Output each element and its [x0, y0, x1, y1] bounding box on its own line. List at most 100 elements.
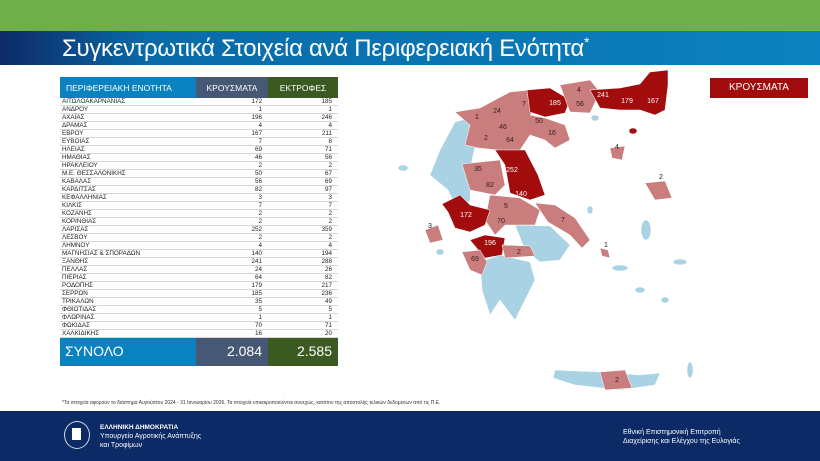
map-label: 1	[604, 242, 608, 249]
cell-farms: 71	[268, 145, 338, 154]
cell-region: ΚΑΡΔΙΤΣΑΣ	[60, 185, 196, 194]
cell-cases: 64	[196, 273, 268, 282]
cell-farms: 288	[268, 257, 338, 266]
table-row: ΦΘΙΩΤΙΔΑΣ 5 5	[60, 305, 338, 314]
cell-cases: 1	[196, 105, 268, 114]
cell-region: ΛΑΡΙΣΑΣ	[60, 225, 196, 234]
map-label: 2	[517, 249, 521, 256]
table-row: ΜΑΓΝΗΣΙΑΣ & ΣΠΟΡΑΔΩΝ 140 194	[60, 249, 338, 258]
cell-cases: 179	[196, 281, 268, 290]
committee-name: Εθνική Επιστημονική Επιτροπή Διαχείρισης …	[623, 429, 740, 445]
cell-region: ΣΕΡΡΩΝ	[60, 289, 196, 298]
cell-cases: 50	[196, 169, 268, 178]
map-label: 167	[647, 98, 659, 105]
cell-cases: 241	[196, 257, 268, 266]
cell-farms: 56	[268, 153, 338, 162]
cell-farms: 217	[268, 281, 338, 290]
map-label: 50	[535, 118, 543, 125]
map-label: 185	[549, 100, 561, 107]
table-row: ΠΙΕΡΙΑΣ 64 82	[60, 273, 338, 282]
total-label: ΣΥΝΟΛΟ	[60, 337, 196, 366]
cell-region: ΧΑΛΚΙΔΙΚΗΣ	[60, 329, 196, 338]
page-title: Συγκεντρωτικά Στοιχεία ανά Περιφερειακή …	[62, 34, 590, 62]
map-label: 56	[576, 101, 584, 108]
cell-cases: 70	[196, 321, 268, 330]
cell-farms: 26	[268, 265, 338, 274]
table-row: ΕΒΡΟΥ 167 211	[60, 129, 338, 138]
cell-region: ΛΗΜΝΟΥ	[60, 241, 196, 250]
table-row: ΦΛΩΡΙΝΑΣ 1 1	[60, 313, 338, 322]
map-label: 252	[506, 167, 518, 174]
cell-cases: 185	[196, 289, 268, 298]
table-row: ΡΟΔΟΠΗΣ 179 217	[60, 281, 338, 290]
cell-farms: 2	[268, 217, 338, 226]
cell-farms: 185	[268, 98, 338, 106]
map-label: 2	[615, 377, 619, 384]
map-label: 179	[621, 98, 633, 105]
cell-region: ΜΑΓΝΗΣΙΑΣ & ΣΠΟΡΑΔΩΝ	[60, 249, 196, 258]
cell-cases: 5	[196, 305, 268, 314]
map-label: 2	[484, 135, 488, 142]
map-label: 4	[615, 144, 619, 151]
map-label: 7	[561, 217, 565, 224]
table-row: ΑΧΑΪΑΣ 196 246	[60, 113, 338, 122]
table-row: ΗΡΑΚΛΕΙΟΥ 2 2	[60, 161, 338, 170]
cell-region: ΞΑΝΘΗΣ	[60, 257, 196, 266]
cell-region: ΑΝΔΡΟΥ	[60, 105, 196, 114]
cell-region: ΠΕΛΛΑΣ	[60, 265, 196, 274]
cell-farms: 194	[268, 249, 338, 258]
cell-cases: 172	[196, 98, 268, 106]
map-label: 1	[475, 114, 479, 121]
table-row: ΞΑΝΘΗΣ 241 288	[60, 257, 338, 266]
cell-region: ΚΙΛΚΙΣ	[60, 201, 196, 210]
map-legend: ΚΡΟΥΣΜΑΤΑ	[710, 78, 808, 98]
cell-farms: 359	[268, 225, 338, 234]
table-row: ΛΑΡΙΣΑΣ 252 359	[60, 225, 338, 234]
map-label: 16	[548, 130, 556, 137]
table-row: ΚΑΡΔΙΤΣΑΣ 82 97	[60, 185, 338, 194]
cell-cases: 7	[196, 137, 268, 146]
total-farms: 2.585	[268, 337, 338, 366]
cell-region: ΚΟΖΑΝΗΣ	[60, 209, 196, 218]
cell-region: ΗΛΕΙΑΣ	[60, 145, 196, 154]
map-label: 172	[460, 212, 472, 219]
table-row: ΤΡΙΚΑΛΩΝ 35 49	[60, 297, 338, 306]
cell-farms: 2	[268, 161, 338, 170]
cell-farms: 82	[268, 273, 338, 282]
cell-region: ΦΛΩΡΙΝΑΣ	[60, 313, 196, 322]
peloponnese	[479, 254, 536, 321]
cell-region: ΔΡΑΜΑΣ	[60, 121, 196, 130]
table-row: ΗΜΑΘΙΑΣ 46 56	[60, 153, 338, 162]
total-cases: 2.084	[196, 337, 268, 366]
map-label: 70	[497, 218, 505, 225]
map-label: 46	[499, 124, 507, 131]
regional-table: ΠΕΡΙΦΕΡΕΙΑΚΗ ΕΝΟΤΗΤΑ ΚΡΟΥΣΜΑΤΑ ΕΚΤΡΟΦΕΣ …	[60, 77, 338, 366]
cell-cases: 2	[196, 161, 268, 170]
cell-farms: 3	[268, 193, 338, 202]
cell-cases: 4	[196, 241, 268, 250]
footer: ΕΛΛΗΝΙΚΗ ΔΗΜΟΚΡΑΤΙΑ Υπουργείο Αγροτικής Α…	[0, 411, 820, 461]
cell-region: ΚΕΦΑΛΛΗΝΙΑΣ	[60, 193, 196, 202]
cell-cases: 69	[196, 145, 268, 154]
table-row: ΧΑΛΚΙΔΙΚΗΣ 16 20	[60, 329, 338, 338]
map-label: 69	[471, 256, 479, 263]
cell-cases: 2	[196, 233, 268, 242]
table-row: ΑΙΤΩΛΟΑΚΑΡΝΑΝΙΑΣ 172 185	[60, 98, 338, 106]
cell-cases: 2	[196, 209, 268, 218]
cell-region: Μ.Ε. ΘΕΣΣΑΛΟΝΙΚΗΣ	[60, 169, 196, 178]
table-row: ΚΟΖΑΝΗΣ 2 2	[60, 209, 338, 218]
top-band	[0, 0, 820, 31]
title-band: Συγκεντρωτικά Στοιχεία ανά Περιφερειακή …	[0, 31, 820, 65]
cell-region: ΡΟΔΟΠΗΣ	[60, 281, 196, 290]
cell-farms: 4	[268, 241, 338, 250]
cell-cases: 7	[196, 201, 268, 210]
col-region: ΠΕΡΙΦΕΡΕΙΑΚΗ ΕΝΟΤΗΤΑ	[60, 77, 196, 98]
cell-farms: 49	[268, 297, 338, 306]
table-row: ΕΥΒΟΙΑΣ 7 8	[60, 137, 338, 146]
map-label: 5	[504, 203, 508, 210]
table-row: ΛΕΣΒΟΥ 2 2	[60, 233, 338, 242]
cell-farms: 246	[268, 113, 338, 122]
map-label: 82	[486, 182, 494, 189]
cell-farms: 211	[268, 129, 338, 138]
